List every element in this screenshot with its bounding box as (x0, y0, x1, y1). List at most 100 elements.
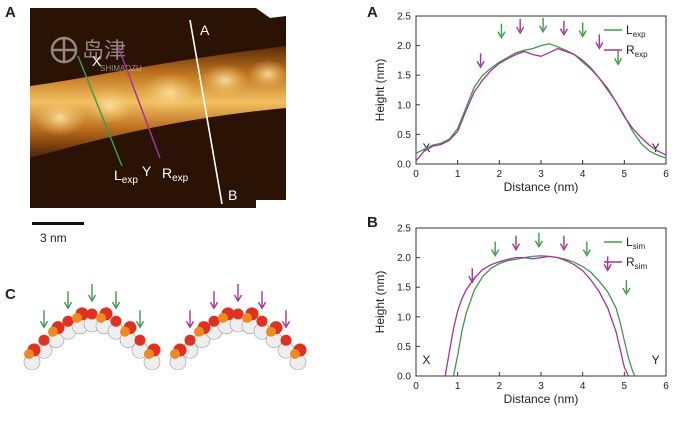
oxygen-atom (280, 334, 292, 346)
line-ab (189, 19, 223, 205)
arrow-head (559, 28, 569, 37)
height-profile-chart-sim: 0 1 2 3 4 5 6 0.0 0.5 1.0 1.5 2.0 2.5 Distance (nm) He… (373, 224, 669, 407)
legend-entry: Lsim (626, 235, 645, 251)
y-axis-label: Height (nm) (373, 271, 387, 334)
x-tick-label: 1 (455, 381, 461, 392)
phosphorus-atom (24, 349, 34, 359)
afm-label-r-exp: Rexp (162, 165, 189, 184)
y-tick-label: 0.5 (397, 130, 411, 141)
series-line-Rsim (444, 255, 630, 377)
scale-bar-label: 3 nm (40, 231, 67, 245)
arrow-head (534, 240, 544, 249)
oxygen-atom (38, 334, 50, 346)
y-tick-label: 1.0 (397, 312, 411, 323)
y-tick-label: 1.5 (397, 71, 411, 82)
molecule-models (23, 284, 307, 370)
arrow-head (516, 26, 525, 35)
oxygen-atom (110, 315, 122, 327)
y-tick-label: 0.0 (397, 372, 411, 383)
scale-bar (32, 222, 84, 225)
x-end-label: X (422, 353, 430, 367)
phosphorus-atom (242, 312, 252, 323)
arrow-head (595, 41, 604, 50)
arrow-head (209, 301, 219, 310)
afm-label-a: A (200, 22, 210, 38)
watermark-en: SHIMADZU (100, 64, 142, 73)
afm-label-b: B (228, 187, 237, 203)
oxygen-atom (62, 315, 74, 327)
arrow-head (497, 31, 506, 40)
arrow-head (538, 25, 548, 34)
y-tick-label: 0.0 (397, 160, 411, 171)
x-tick-label: 4 (580, 169, 586, 180)
x-axis-label: Distance (nm) (504, 392, 579, 406)
y-tick-label: 0.5 (397, 342, 411, 353)
arrow-head (281, 320, 291, 329)
arrow-head (257, 301, 267, 310)
y-tick-label: 2.0 (397, 253, 411, 264)
plot-frame (415, 15, 667, 165)
arrow-head (559, 243, 569, 252)
arrow-head (622, 287, 631, 296)
arrow-head (578, 30, 587, 38)
oxygen-atom (86, 308, 98, 320)
phosphorus-atom (290, 349, 300, 359)
series-line-Rexp (415, 47, 667, 162)
plot-frame (415, 227, 667, 377)
panel-a-letter: A (5, 4, 16, 21)
watermark-cn: 岛津 (82, 38, 126, 63)
series-line-Lexp (415, 43, 667, 159)
phosphorus-atom (170, 349, 180, 359)
phosphorus-atom (218, 312, 228, 323)
oxygen-atom (232, 308, 244, 320)
y-tick-label: 2.0 (397, 41, 411, 52)
arrow-head (476, 60, 485, 69)
phosphorus-atom (48, 326, 58, 337)
x-axis-label: Distance (nm) (504, 180, 579, 194)
chart-a-letter: A (367, 4, 378, 21)
x-tick-label: 5 (622, 169, 628, 180)
line-r-exp (117, 45, 161, 159)
x-tick-label: 0 (413, 381, 419, 392)
y-tick-label: 2.5 (397, 224, 411, 235)
arrow-head (185, 320, 195, 329)
oxygen-atom (184, 334, 196, 346)
series-line-Lsim (452, 255, 636, 377)
arrow-head (63, 301, 73, 310)
x-tick-label: 2 (497, 381, 503, 392)
phosphorus-atom (72, 312, 82, 323)
arrow-head (491, 249, 500, 257)
height-profile-chart-exp: 0 1 2 3 4 5 6 0.0 0.5 1.0 1.5 2.0 2.5 Distance (nm) He… (373, 12, 669, 195)
arrow-head (233, 294, 243, 303)
arrow-head (613, 57, 623, 66)
x-tick-label: 6 (663, 169, 669, 180)
afm-label-y: Y (142, 163, 152, 179)
y-tick-label: 2.5 (397, 12, 411, 23)
oxygen-atom (134, 334, 146, 346)
y-tick-label: 1.5 (397, 283, 411, 294)
arrow-head (39, 320, 49, 329)
arrow-head (603, 264, 612, 272)
phosphorus-atom (144, 349, 154, 359)
x-tick-label: 0 (413, 169, 419, 180)
afm-label-x: X (92, 53, 102, 69)
phosphorus-atom (266, 326, 276, 337)
x-tick-label: 3 (538, 381, 544, 392)
x-tick-label: 1 (455, 169, 461, 180)
phosphorus-atom (120, 326, 130, 337)
x-tick-label: 5 (622, 381, 628, 392)
x-tick-label: 2 (497, 169, 503, 180)
y-end-label: Y (652, 353, 660, 367)
phosphorus-atom (96, 312, 106, 323)
y-axis-label: Height (nm) (373, 59, 387, 122)
phosphorus-atom (194, 326, 204, 337)
y-end-label: Y (652, 141, 660, 155)
line-l-exp (77, 55, 123, 167)
y-tick-label: 1.0 (397, 100, 411, 111)
panel-c-letter: C (5, 286, 16, 303)
arrow-head (135, 320, 145, 329)
arrow-head (87, 294, 97, 303)
x-tick-label: 4 (580, 381, 586, 392)
x-tick-label: 6 (663, 381, 669, 392)
shimadzu-watermark: 岛津 SHIMADZU (50, 36, 142, 73)
